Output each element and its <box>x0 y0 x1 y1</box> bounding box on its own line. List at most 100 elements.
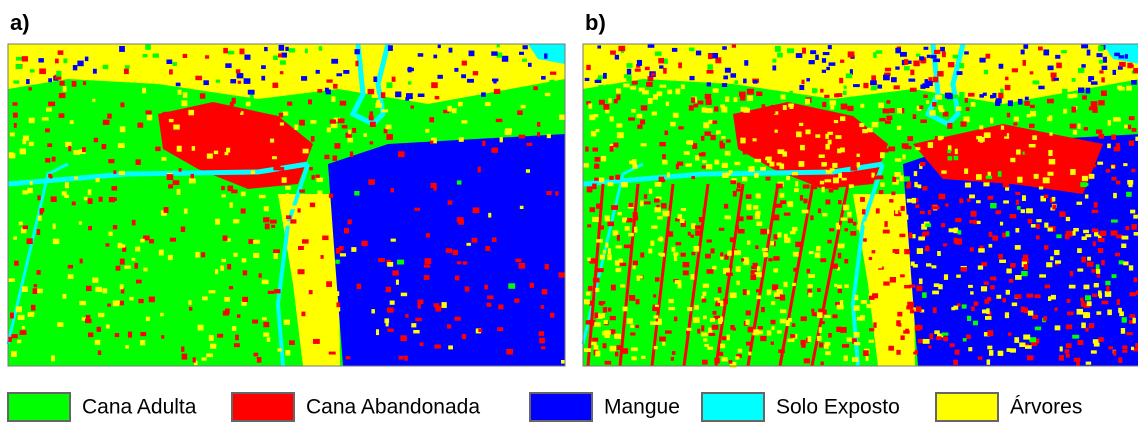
speckle <box>997 177 1000 181</box>
speckle <box>605 361 612 365</box>
speckle <box>1038 47 1043 51</box>
speckle <box>201 252 205 257</box>
speckle <box>623 348 628 354</box>
speckle <box>11 351 17 357</box>
speckle <box>770 241 774 246</box>
speckle <box>729 170 733 173</box>
speckle <box>284 320 290 325</box>
speckle <box>1003 200 1009 203</box>
speckle <box>970 291 974 294</box>
speckle <box>59 93 66 98</box>
speckle <box>852 357 859 362</box>
speckle <box>631 347 638 351</box>
speckle <box>933 59 940 63</box>
speckle <box>1025 175 1030 179</box>
speckle <box>687 307 692 311</box>
speckle <box>750 274 756 280</box>
speckle <box>1129 64 1134 67</box>
speckle <box>811 309 814 313</box>
speckle <box>907 199 914 203</box>
speckle <box>727 335 730 341</box>
speckle <box>757 331 763 335</box>
speckle <box>461 74 466 78</box>
speckle <box>93 69 97 74</box>
speckle <box>334 143 340 149</box>
speckle <box>1054 250 1059 255</box>
speckle <box>651 225 657 228</box>
speckle <box>987 346 992 350</box>
speckle <box>822 102 826 107</box>
speckle <box>336 307 340 311</box>
speckle <box>990 118 993 124</box>
speckle <box>64 195 69 198</box>
speckle <box>1102 66 1108 70</box>
speckle <box>51 196 57 202</box>
legend-swatch <box>702 393 764 421</box>
speckle <box>844 228 847 231</box>
speckle <box>649 189 652 194</box>
speckle <box>586 65 590 70</box>
speckle <box>47 143 52 147</box>
speckle <box>854 342 860 345</box>
speckle <box>947 123 952 129</box>
speckle <box>743 108 750 113</box>
speckle <box>316 177 323 182</box>
speckle <box>860 315 865 321</box>
speckle <box>488 213 491 218</box>
speckle <box>53 239 59 244</box>
speckle <box>1094 341 1098 346</box>
speckle <box>430 183 436 188</box>
speckle <box>817 288 821 292</box>
speckle <box>962 304 967 308</box>
speckle <box>863 350 869 356</box>
speckle <box>102 288 107 293</box>
maps <box>8 44 1138 368</box>
speckle <box>931 265 936 268</box>
speckle <box>1002 233 1006 238</box>
speckle <box>699 153 705 157</box>
speckle <box>763 252 767 257</box>
speckle <box>22 56 28 61</box>
speckle <box>316 70 320 74</box>
speckle <box>280 60 286 64</box>
speckle <box>278 53 282 57</box>
speckle <box>610 146 614 152</box>
speckle <box>792 283 796 286</box>
speckle <box>726 273 733 276</box>
speckle <box>541 305 544 309</box>
speckle <box>681 84 685 89</box>
speckle <box>912 234 915 238</box>
speckle <box>17 340 21 344</box>
speckle <box>113 300 120 306</box>
speckle <box>98 313 104 317</box>
speckle <box>1099 134 1105 139</box>
speckle <box>878 270 884 274</box>
speckle <box>926 153 930 158</box>
speckle <box>1008 100 1013 106</box>
speckle <box>910 310 914 314</box>
speckle <box>846 73 852 78</box>
speckle <box>386 323 389 326</box>
speckle <box>146 110 152 114</box>
speckle <box>939 109 944 112</box>
speckle <box>426 233 430 237</box>
speckle <box>1021 271 1028 276</box>
speckle <box>710 318 715 322</box>
speckle <box>530 283 534 288</box>
speckle <box>617 235 620 241</box>
speckle <box>45 128 50 132</box>
speckle <box>168 255 173 260</box>
speckle <box>661 203 666 208</box>
speckle <box>168 184 173 188</box>
speckle <box>904 176 910 181</box>
speckle <box>730 237 734 242</box>
speckle <box>508 283 515 289</box>
speckle <box>1066 324 1072 329</box>
speckle <box>461 120 467 123</box>
speckle <box>401 293 407 297</box>
speckle <box>771 342 774 345</box>
speckle <box>1122 345 1127 349</box>
speckle <box>48 78 52 82</box>
speckle <box>784 130 789 134</box>
speckle <box>923 95 927 98</box>
